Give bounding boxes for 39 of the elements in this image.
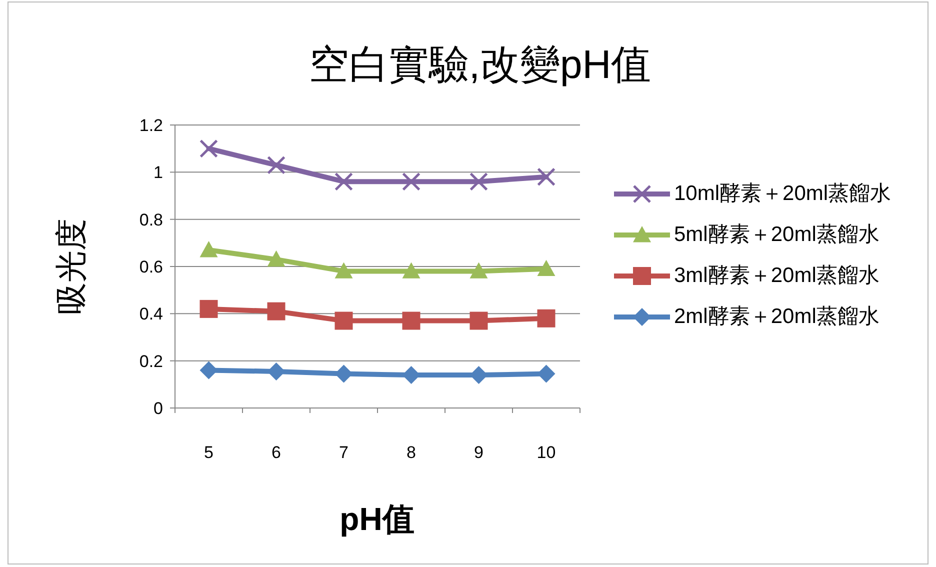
point [334, 262, 353, 278]
chart-title: 空白實驗,改變pH值 [308, 43, 652, 87]
point [537, 168, 556, 186]
point [402, 312, 420, 330]
y-tick-label: 1 [154, 163, 163, 182]
x-tick-label: 7 [339, 443, 348, 462]
y-axis-title: 吸光度 [53, 218, 89, 314]
x-axis-title: pH值 [340, 501, 414, 537]
y-tick-label: 0.8 [139, 210, 163, 230]
y-tick-label: 0.4 [139, 304, 163, 324]
point [402, 262, 420, 278]
legend-label: 2ml酵素＋20ml蒸餾水 [674, 305, 880, 328]
point [267, 156, 286, 174]
point [200, 240, 218, 258]
y-tick-label: 0 [154, 399, 163, 418]
x-tick-label: 10 [536, 443, 556, 462]
x-tick-label: 9 [474, 443, 484, 462]
x-tick-label: 6 [272, 443, 281, 462]
point [267, 362, 286, 380]
x-tick-label: 8 [406, 443, 416, 462]
point [334, 172, 353, 191]
point [537, 309, 556, 328]
point [334, 312, 353, 330]
y-tick-label: 0.2 [139, 352, 163, 371]
point [470, 172, 488, 191]
legend-label: 5ml酵素＋20ml蒸餾水 [674, 223, 880, 246]
point [200, 300, 218, 318]
legend-label: 10ml酵素＋20ml蒸餾水 [674, 182, 892, 205]
point [267, 250, 286, 267]
legend-label: 3ml酵素＋20ml蒸餾水 [674, 264, 880, 287]
point [470, 312, 488, 330]
point [537, 260, 556, 276]
y-tick-label: 0.6 [139, 258, 163, 276]
point [200, 139, 218, 158]
y-tick-label: 1.2 [139, 116, 163, 135]
point [267, 302, 286, 320]
point [402, 172, 420, 191]
point [470, 262, 488, 278]
x-tick-label: 5 [204, 443, 214, 462]
